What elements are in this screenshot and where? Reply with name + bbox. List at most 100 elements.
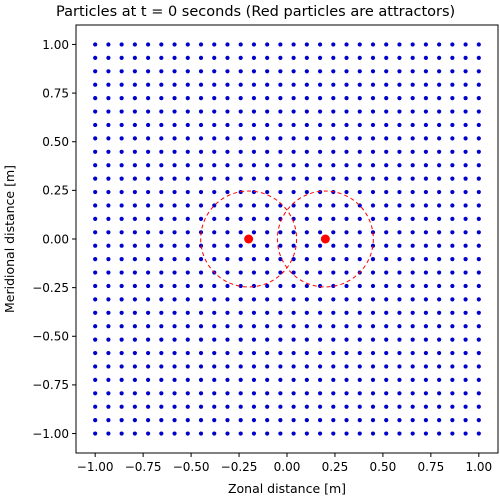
particle	[437, 203, 442, 208]
particle	[251, 69, 257, 74]
particle	[159, 69, 164, 74]
particle	[93, 55, 98, 60]
particle	[251, 163, 257, 168]
particle	[238, 136, 243, 141]
particle	[119, 163, 124, 168]
particle	[172, 337, 177, 342]
particle	[423, 350, 429, 356]
particle	[463, 404, 468, 409]
particle	[397, 163, 402, 168]
particle	[159, 176, 164, 181]
particle	[172, 297, 177, 302]
particle	[437, 270, 442, 275]
particle	[212, 257, 217, 262]
particle	[344, 310, 349, 315]
particle	[265, 297, 270, 302]
particle	[370, 350, 376, 356]
particle	[476, 243, 481, 248]
particle	[397, 230, 402, 235]
particle	[344, 109, 349, 114]
particle	[185, 377, 190, 382]
particle	[251, 109, 257, 114]
particle	[384, 82, 389, 87]
particle	[93, 350, 98, 356]
particle	[384, 149, 389, 154]
particle	[198, 364, 204, 369]
particle	[251, 82, 257, 87]
particle	[93, 283, 98, 289]
particle	[212, 297, 217, 302]
particle	[198, 136, 204, 141]
particle	[145, 163, 151, 168]
particle	[317, 42, 323, 47]
particle	[106, 149, 111, 154]
attractor-radius-circle	[200, 190, 298, 288]
particle	[344, 122, 349, 128]
particle	[251, 189, 257, 195]
particle	[437, 96, 442, 101]
particle	[450, 418, 455, 423]
particle	[331, 82, 336, 87]
particle	[463, 203, 468, 208]
particle	[370, 404, 376, 409]
particle	[185, 350, 190, 356]
particle	[450, 404, 455, 409]
particle	[278, 324, 283, 329]
particle	[344, 418, 349, 423]
particle	[238, 96, 243, 101]
particle	[265, 82, 270, 87]
particle	[317, 418, 323, 423]
particle	[185, 69, 190, 74]
particle	[357, 243, 362, 248]
x-tick-label: −0.50	[173, 460, 210, 474]
particle	[370, 364, 376, 369]
particle	[251, 55, 257, 60]
particle	[437, 69, 442, 74]
particle	[437, 189, 442, 195]
particle	[397, 42, 402, 47]
particle	[304, 163, 309, 168]
particle	[370, 176, 376, 181]
particle	[265, 324, 270, 329]
particle	[132, 364, 137, 369]
particle	[278, 391, 283, 396]
particle	[119, 337, 124, 342]
particle	[172, 176, 177, 181]
particle	[119, 109, 124, 114]
particle	[331, 163, 336, 168]
particle	[450, 55, 455, 60]
particle	[476, 149, 481, 154]
particle	[437, 283, 442, 289]
particle	[410, 122, 415, 128]
particle	[410, 418, 415, 423]
particle	[159, 136, 164, 141]
particle	[212, 230, 217, 235]
particle	[397, 136, 402, 141]
particle	[423, 203, 429, 208]
particle	[476, 96, 481, 101]
particle	[265, 243, 270, 248]
particle	[410, 163, 415, 168]
particle	[93, 203, 98, 208]
particle	[331, 203, 336, 208]
particle	[132, 42, 137, 47]
particle	[450, 163, 455, 168]
particle	[225, 283, 230, 289]
particle	[450, 230, 455, 235]
particle	[476, 189, 481, 195]
x-tick-label: 1.00	[465, 460, 492, 474]
particle	[159, 324, 164, 329]
particle	[476, 176, 481, 181]
particle	[357, 42, 362, 47]
particle	[331, 96, 336, 101]
particle	[225, 350, 230, 356]
particle	[344, 270, 349, 275]
attractors-layer	[244, 234, 330, 244]
x-axis-label: Zonal distance [m]	[228, 481, 346, 496]
particle	[410, 243, 415, 248]
particle	[370, 283, 376, 289]
particle	[437, 55, 442, 60]
particle	[251, 203, 257, 208]
particle	[476, 136, 481, 141]
particle	[370, 216, 376, 221]
